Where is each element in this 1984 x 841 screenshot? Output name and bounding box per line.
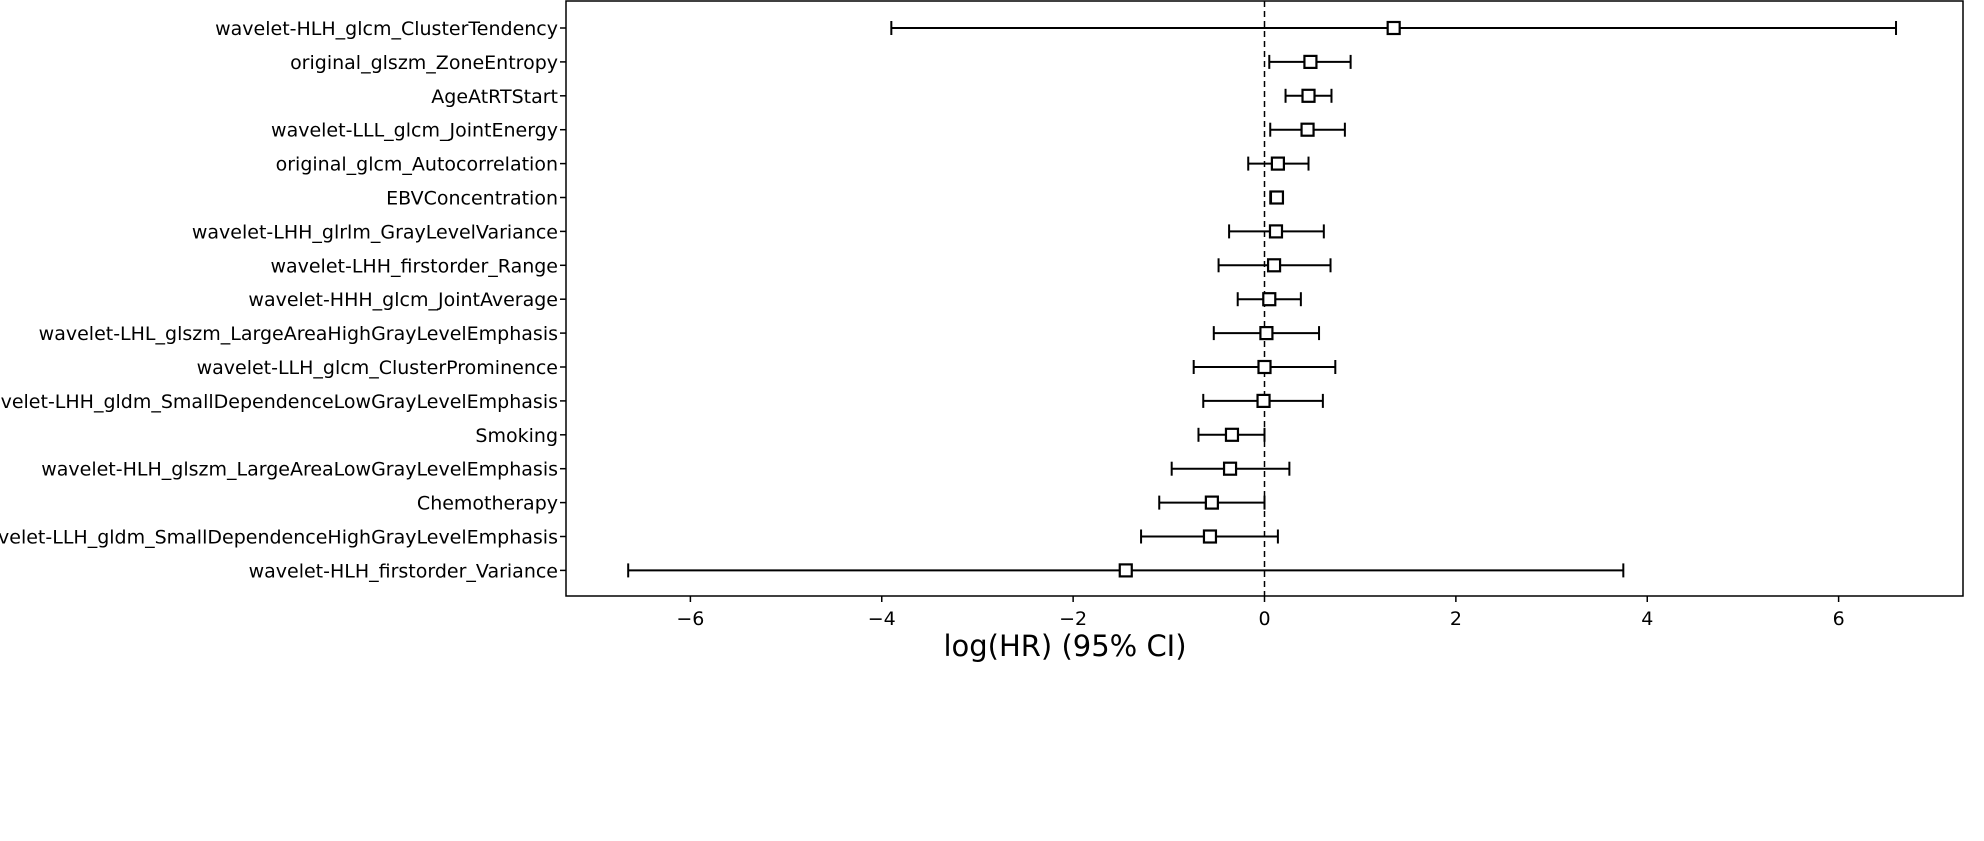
forest-rows [627, 20, 1898, 578]
row-label: EBVConcentration [386, 188, 558, 210]
point-estimate-marker [1270, 156, 1285, 171]
row-label: wavelet-LLH_gldm_SmallDependenceHighGray… [0, 527, 558, 549]
row-label: wavelet-LLL_glcm_JointEnergy [271, 120, 558, 142]
forest-row [1140, 529, 1279, 544]
row-label: wavelet-HLH_glcm_ClusterTendency [215, 18, 558, 40]
row-label: wavelet-LHH_gldm_SmallDependenceLowGrayL… [0, 391, 558, 413]
row-label: wavelet-HHH_glcm_JointAverage [248, 289, 558, 311]
x-axis-label: log(HR) (95% CI) [943, 629, 1186, 663]
x-tick-label: 6 [1833, 608, 1845, 630]
point-estimate-marker [1303, 54, 1318, 70]
point-estimate-marker [1256, 393, 1271, 408]
row-label: AgeAtRTStart [431, 86, 558, 108]
row-label: original_glcm_Autocorrelation [276, 154, 558, 176]
row-label: wavelet-LHH_glrlm_GrayLevelVariance [192, 221, 558, 243]
forest-row [1247, 156, 1310, 171]
point-estimate-marker [1268, 224, 1284, 239]
point-estimate-marker [1262, 292, 1277, 307]
forest-row [1197, 427, 1266, 442]
point-estimate-marker [1269, 190, 1285, 205]
forest-row [1269, 190, 1285, 205]
forest-row [1284, 88, 1333, 103]
x-tick-label: 4 [1641, 608, 1653, 630]
point-estimate-marker [1118, 563, 1133, 578]
row-label: Smoking [475, 425, 558, 447]
x-tick-label: 2 [1450, 608, 1462, 630]
x-axis-ticks: −6 −4 −2 0 2 4 6 [676, 596, 1845, 630]
forest-row [1212, 326, 1321, 341]
forest-row [1158, 495, 1266, 510]
row-label: wavelet-HLH_glszm_LargeAreaLowGrayLevelE… [41, 459, 558, 481]
forest-row [1217, 258, 1332, 273]
x-tick-label: −6 [676, 608, 704, 630]
row-label: Chemotherapy [417, 493, 558, 515]
point-estimate-marker [1222, 461, 1238, 476]
row-label: original_glszm_ZoneEntropy [290, 52, 558, 74]
point-estimate-marker [1300, 122, 1315, 137]
forest-row [1192, 359, 1337, 375]
x-tick-label: −4 [868, 608, 896, 630]
point-estimate-marker [1224, 427, 1240, 442]
point-estimate-marker [1266, 258, 1282, 273]
forest-row [1268, 54, 1352, 70]
point-estimate-marker [1204, 495, 1219, 510]
row-label: wavelet-LLH_glcm_ClusterProminence [197, 357, 558, 379]
forest-row [1236, 292, 1302, 307]
forest-row [1228, 224, 1325, 239]
row-label: wavelet-HLH_firstorder_Variance [249, 560, 558, 582]
row-label: wavelet-LHH_firstorder_Range [270, 255, 558, 277]
point-estimate-marker [1386, 20, 1401, 36]
point-estimate-marker [1259, 326, 1274, 341]
row-label: wavelet-LHL_glszm_LargeAreaHighGrayLevel… [39, 323, 558, 345]
forest-row [627, 563, 1625, 578]
forest-row [1269, 122, 1346, 137]
x-tick-label: 0 [1258, 608, 1270, 630]
point-estimate-marker [1202, 529, 1218, 544]
forest-row [1202, 393, 1324, 408]
point-estimate-marker [1301, 88, 1316, 103]
x-tick-label: −2 [1059, 608, 1087, 630]
forest-row [890, 20, 1898, 36]
y-axis-labels: wavelet-HLH_glcm_ClusterTendency original… [0, 18, 566, 582]
point-estimate-marker [1257, 359, 1272, 375]
forest-row [1170, 461, 1291, 476]
